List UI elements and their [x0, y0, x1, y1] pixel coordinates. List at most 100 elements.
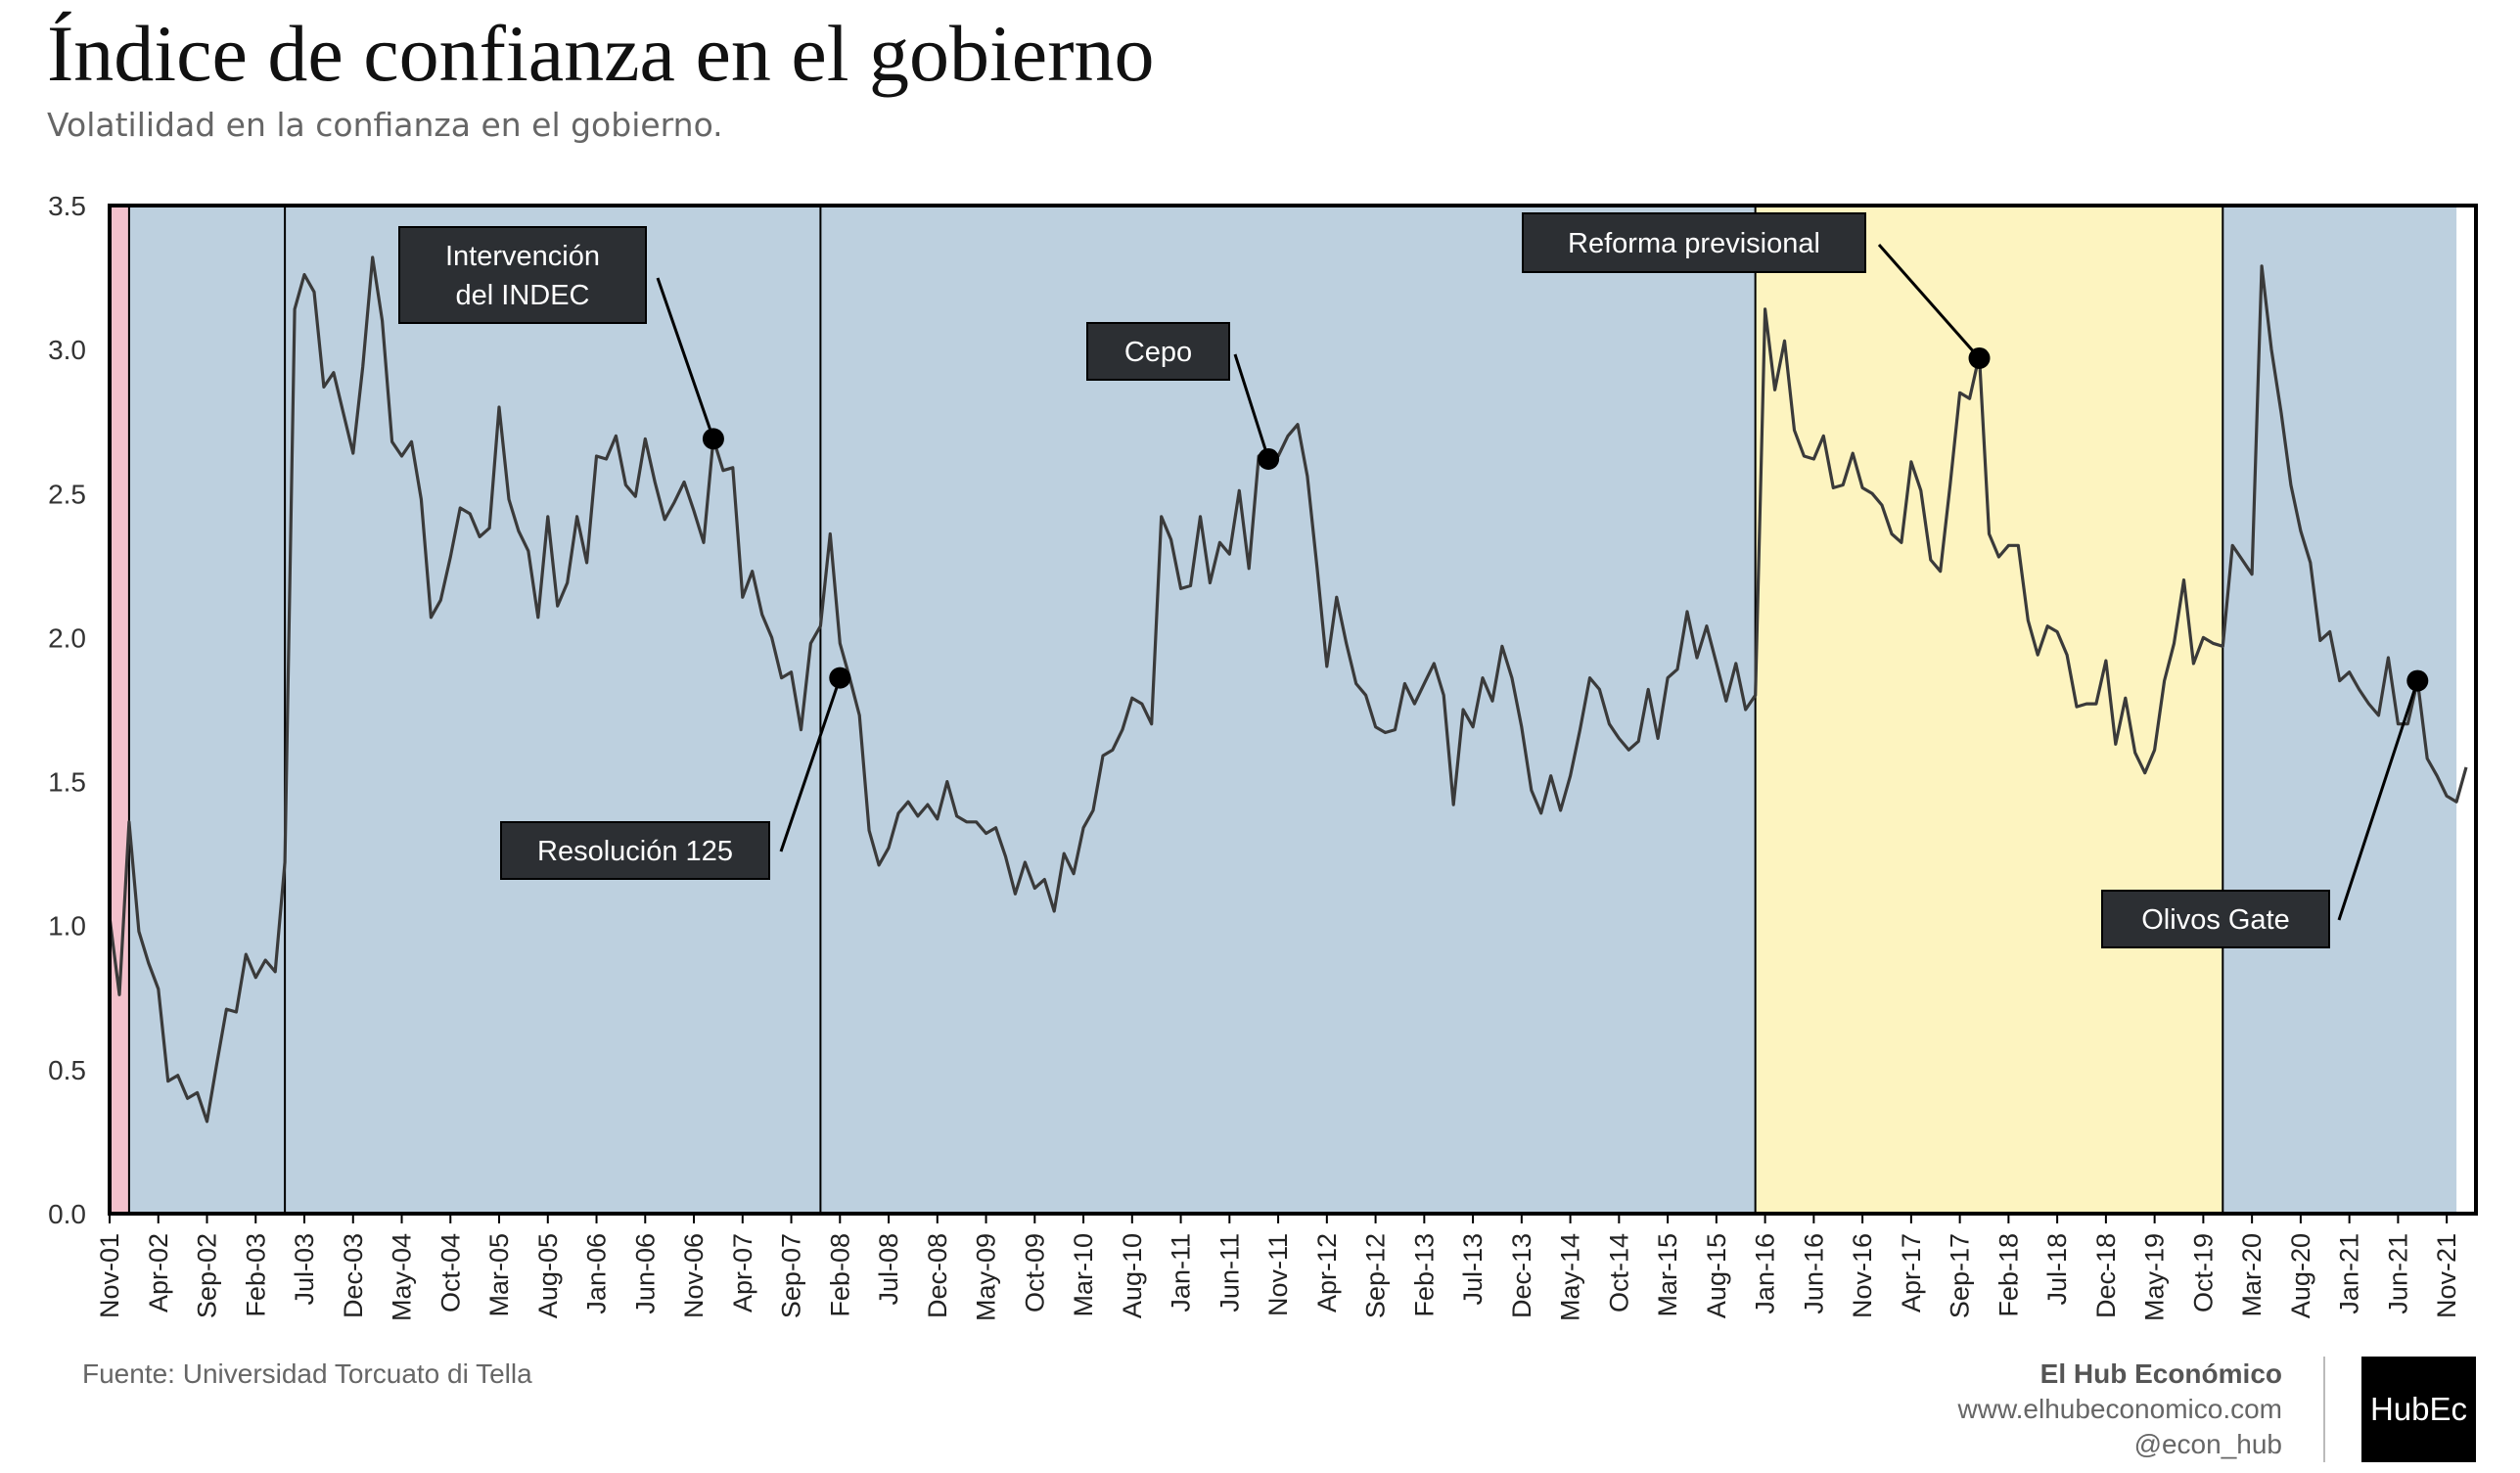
annotation-box [398, 226, 647, 324]
band-yellow [1755, 206, 2223, 1214]
x-tick-label: Apr-02 [144, 1233, 173, 1312]
band-pink [110, 206, 129, 1214]
y-tick-label: 3.0 [48, 335, 86, 365]
chart-title: Índice de confianza en el gobierno [47, 9, 1155, 98]
band-blue [820, 206, 1756, 1214]
annotation-marker [1968, 346, 1991, 369]
hubec-logo: HubEc [2361, 1357, 2476, 1462]
plot-frame [108, 204, 2478, 1216]
x-tick-label: Feb-18 [1993, 1233, 2023, 1317]
annotation-marker [702, 428, 724, 450]
x-tick-label: Mar-15 [1653, 1233, 1682, 1317]
x-tick-label: Apr-12 [1312, 1233, 1342, 1312]
x-tick-label: Aug-05 [533, 1233, 563, 1318]
x-tick-label: Jan-16 [1751, 1233, 1780, 1314]
x-tick-label: Apr-07 [728, 1233, 757, 1312]
y-tick-label: 0.5 [48, 1055, 86, 1085]
band-blue [2222, 206, 2457, 1214]
x-tick-label: Jun-21 [2383, 1233, 2412, 1314]
x-tick-label: Apr-17 [1897, 1233, 1926, 1312]
annotation-box [1086, 322, 1230, 381]
x-tick-label: Dec-08 [923, 1233, 952, 1318]
y-tick-label: 1.5 [48, 767, 86, 798]
annotation-leader [779, 677, 842, 852]
brand-handle[interactable]: @econ_hub [2133, 1429, 2282, 1459]
x-tick-label: Sep-07 [777, 1233, 806, 1318]
annotation-marker [1258, 447, 1280, 470]
x-tick-label: Nov-01 [95, 1233, 124, 1318]
annotation-leader [1877, 244, 1981, 359]
x-tick-label: Mar-05 [484, 1233, 514, 1317]
x-tick-label: Dec-03 [339, 1233, 368, 1318]
x-tick-label: Oct-04 [435, 1233, 465, 1312]
x-tick-label: Dec-13 [1507, 1233, 1536, 1318]
annotation-label: Cepo [1124, 337, 1192, 368]
source-note: Fuente: Universidad Torcuato di Tella [82, 1358, 532, 1389]
band-blue [128, 206, 286, 1214]
x-tick-label: Jul-03 [290, 1233, 319, 1306]
x-tick-label: May-19 [2140, 1233, 2170, 1321]
annotation-box [1522, 212, 1866, 273]
x-tick-label: Nov-11 [1263, 1233, 1293, 1316]
y-axis: 0.0 0.5 1.0 1.5 2.0 2.5 3.0 3.5 [48, 191, 86, 1229]
brand-website[interactable]: www.elhubeconomico.com [1957, 1394, 2283, 1424]
annotation-leader [656, 277, 715, 439]
footer-divider [2323, 1357, 2325, 1462]
x-tick-label: Mar-10 [1069, 1233, 1098, 1317]
x-tick-label: Nov-21 [2432, 1233, 2461, 1318]
x-tick-label: Oct-14 [1604, 1233, 1633, 1312]
x-tick-label: Sep-12 [1361, 1233, 1391, 1318]
annotation-marker [829, 667, 851, 689]
x-tick-label: May-09 [972, 1233, 1001, 1321]
x-tick-label: Jun-11 [1214, 1233, 1244, 1312]
x-axis: Nov-01 Apr-02 Sep-02 Feb-03 Jul-03 Dec-03 May-… [95, 1214, 2461, 1321]
annotation-leader [1233, 353, 1270, 460]
x-tick-label: May-14 [1556, 1233, 1585, 1321]
annotation-label: del INDEC [456, 280, 590, 311]
chart-subtitle: Volatilidad en la confianza en el gobier… [47, 106, 723, 144]
x-tick-label: Nov-16 [1848, 1233, 1877, 1318]
x-tick-label: Aug-15 [1702, 1233, 1731, 1318]
annotation-label: Resolución 125 [537, 836, 733, 867]
x-tick-label: Mar-20 [2237, 1233, 2267, 1317]
x-tick-label: Feb-03 [241, 1233, 270, 1317]
annotation-box [500, 821, 770, 880]
x-tick-label: Sep-02 [193, 1233, 222, 1318]
y-tick-label: 2.5 [48, 479, 86, 509]
x-tick-label: Jul-08 [874, 1233, 903, 1306]
x-tick-label: Nov-06 [679, 1233, 709, 1318]
series-line [108, 255, 2468, 1124]
x-tick-label: Oct-09 [1020, 1233, 1049, 1312]
x-tick-label: Jan-21 [2335, 1233, 2364, 1314]
x-tick-label: Aug-20 [2286, 1233, 2315, 1318]
annotation-marker [2406, 669, 2429, 692]
x-tick-label: Jun-06 [630, 1233, 660, 1314]
y-tick-label: 3.5 [48, 191, 86, 221]
series-layer [108, 255, 2468, 1124]
annotation-leader [2337, 680, 2419, 921]
x-tick-label: Jul-13 [1458, 1233, 1488, 1306]
annotation-label: Olivos Gate [2141, 904, 2290, 936]
annotation-label: Intervención [445, 241, 600, 272]
x-tick-label: Jan-06 [582, 1233, 612, 1314]
x-tick-label: Oct-19 [2188, 1233, 2218, 1312]
x-tick-label: Feb-08 [825, 1233, 854, 1317]
brand-name: El Hub Económico [2039, 1358, 2282, 1389]
x-tick-label: Jan-11 [1167, 1233, 1196, 1312]
x-tick-label: Jul-18 [2042, 1233, 2072, 1306]
period-bands [110, 206, 2457, 1214]
y-tick-label: 0.0 [48, 1199, 86, 1229]
x-tick-label: Feb-13 [1409, 1233, 1439, 1317]
x-tick-label: Aug-10 [1118, 1233, 1147, 1318]
annotations: Intervención del INDEC Resolución 125 Cepo R… [398, 212, 2429, 948]
band-blue [285, 206, 821, 1214]
x-tick-label: Jun-16 [1799, 1233, 1828, 1314]
y-tick-label: 1.0 [48, 911, 86, 942]
y-tick-label: 2.0 [48, 622, 86, 653]
annotation-box [2101, 890, 2330, 948]
x-tick-label: Dec-18 [2091, 1233, 2121, 1318]
annotation-label: Reforma previsional [1568, 228, 1820, 259]
x-tick-label: Sep-17 [1946, 1233, 1975, 1318]
x-tick-label: May-04 [388, 1233, 417, 1321]
